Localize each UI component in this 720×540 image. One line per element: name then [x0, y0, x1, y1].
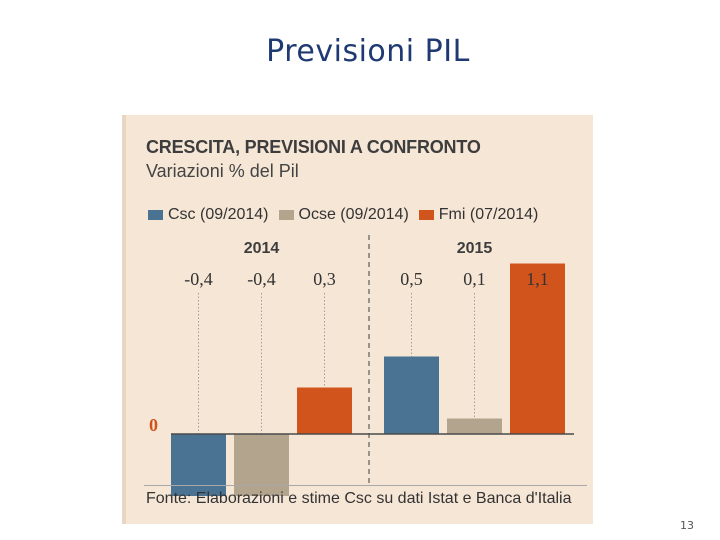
value-label-fmi-07-2014-2015: 1,1 [526, 269, 549, 289]
legend-label-ocse: Ocse (09/2014) [298, 206, 409, 223]
chart-title: CRESCITA, PREVISIONI A CONFRONTO [146, 137, 481, 157]
source-divider [144, 485, 587, 486]
value-label-ocse-09-2014-2014: -0,4 [247, 269, 276, 289]
bar-ocse-09-2014-2014 [234, 434, 289, 496]
zero-label: 0 [149, 415, 158, 435]
legend-swatch-ocse [278, 210, 294, 220]
group-label-2014: 2014 [244, 240, 280, 257]
value-label-csc-09-2014-2015: 0,5 [400, 269, 423, 289]
slide-title: Previsioni PIL [266, 34, 470, 69]
legend-item-ocse: Ocse (09/2014) [278, 206, 409, 224]
bar-plot: 2014 -0,4 -0,4 0,3 2015 0,5 0,1 1,1 0 [149, 235, 574, 496]
legend-label-csc: Csc (09/2014) [168, 206, 269, 223]
chart-panel: CRESCITA, PREVISIONI A CONFRONTO Variazi… [122, 115, 593, 524]
value-label-ocse-09-2014-2015: 0,1 [463, 269, 486, 289]
chart-legend: Csc (09/2014) Ocse (09/2014) Fmi (07/201… [148, 206, 548, 224]
bar-fmi-07-2014-2014 [297, 387, 352, 434]
chart-subtitle: Variazioni % del Pil [146, 161, 299, 181]
legend-swatch-fmi [418, 210, 434, 220]
value-label-fmi-07-2014-2014: 0,3 [313, 269, 336, 289]
bar-csc-09-2014-2015 [384, 356, 439, 434]
legend-swatch-csc [148, 210, 163, 220]
legend-label-fmi: Fmi (07/2014) [438, 206, 539, 223]
bar-fmi-07-2014-2015 [510, 263, 565, 434]
group-label-2015: 2015 [457, 240, 493, 257]
panel-edge [122, 115, 126, 524]
legend-item-fmi: Fmi (07/2014) [418, 206, 539, 224]
chart-source: Fonte: Elaborazioni e stime Csc su dati … [146, 490, 572, 507]
page-number: 13 [680, 519, 694, 532]
value-label-csc-09-2014-2014: -0,4 [184, 269, 213, 289]
bar-ocse-09-2014-2015 [447, 418, 502, 434]
legend-item-csc: Csc (09/2014) [148, 206, 269, 224]
bar-csc-09-2014-2014 [171, 434, 226, 496]
